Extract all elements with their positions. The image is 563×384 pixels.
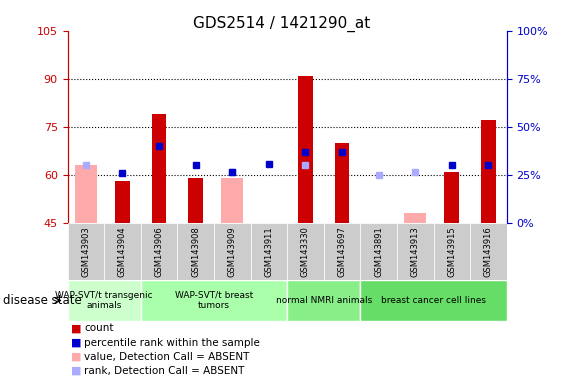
Bar [141,280,287,321]
Bar [68,280,141,321]
Bar [177,223,214,280]
Bar [104,223,141,280]
Text: ■: ■ [71,338,81,348]
Text: GSM143908: GSM143908 [191,226,200,277]
Text: GSM143911: GSM143911 [265,226,273,277]
Text: normal NMRI animals: normal NMRI animals [276,296,372,305]
Bar [287,223,324,280]
Text: rank, Detection Call = ABSENT: rank, Detection Call = ABSENT [84,366,245,376]
Bar [360,280,507,321]
Text: GSM143904: GSM143904 [118,226,127,277]
Text: ■: ■ [71,366,81,376]
Bar [481,120,496,223]
Text: GSM143330: GSM143330 [301,226,310,277]
Bar [188,178,203,223]
Bar [298,76,313,223]
Text: ■: ■ [71,352,81,362]
Bar [334,143,349,223]
Bar [360,223,397,280]
Text: percentile rank within the sample: percentile rank within the sample [84,338,260,348]
Bar [251,223,287,280]
Text: disease state: disease state [3,294,82,307]
Bar [221,178,243,223]
Bar [141,223,177,280]
Bar [75,165,97,223]
Text: value, Detection Call = ABSENT: value, Detection Call = ABSENT [84,352,250,362]
Text: GSM143903: GSM143903 [82,226,90,277]
Text: ■: ■ [71,323,81,333]
Text: GSM143915: GSM143915 [448,226,456,277]
Bar [324,223,360,280]
Bar [287,280,360,321]
Bar [152,114,167,223]
Text: GSM143906: GSM143906 [155,226,163,277]
Text: GSM143909: GSM143909 [228,226,236,277]
Text: count: count [84,323,114,333]
Bar [68,223,104,280]
Bar [115,181,129,223]
Text: GSM143916: GSM143916 [484,226,493,277]
Bar [434,223,470,280]
Text: GDS2514 / 1421290_at: GDS2514 / 1421290_at [193,15,370,31]
Bar [214,223,251,280]
Bar [404,213,426,223]
Text: GSM143891: GSM143891 [374,226,383,277]
Text: GSM143913: GSM143913 [411,226,419,277]
Text: WAP-SVT/t breast
tumors: WAP-SVT/t breast tumors [175,291,253,310]
Bar [470,223,507,280]
Bar [445,172,459,223]
Text: GSM143697: GSM143697 [338,226,346,277]
Text: breast cancer cell lines: breast cancer cell lines [381,296,486,305]
Text: WAP-SVT/t transgenic
animals: WAP-SVT/t transgenic animals [55,291,153,310]
Bar [397,223,434,280]
